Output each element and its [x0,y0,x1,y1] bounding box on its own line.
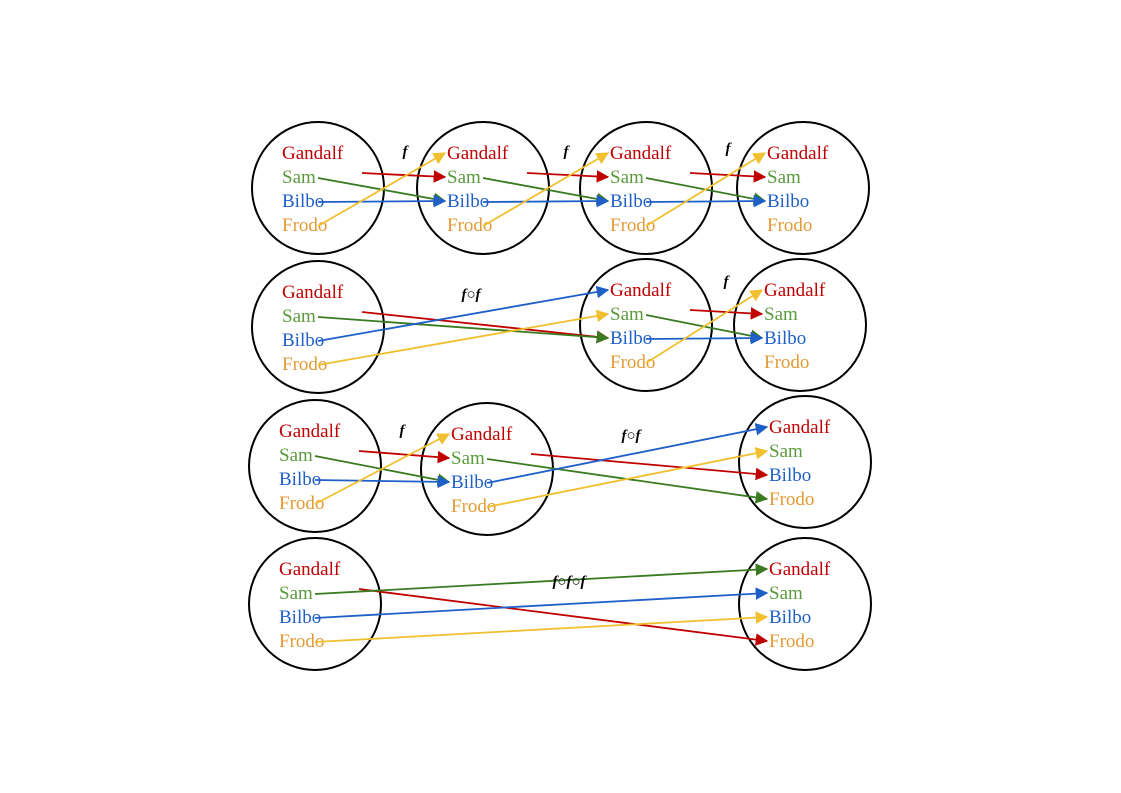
function-label: f [724,274,731,290]
arrow-bilbo-to-bilbo [645,194,767,208]
element-label-sam: Sam [769,441,803,462]
arrow-bilbo-to-bilbo [482,194,610,208]
function-label: f [400,423,407,439]
arrow-frodo-to-bilbo [314,611,769,643]
element-label-bilbo: Bilbo [769,607,811,628]
set-circle-row4-1 [248,537,382,671]
element-label-bilbo: Bilbo [610,191,652,212]
arrow-frodo-to-gandalf [645,289,764,364]
element-label-frodo: Frodo [451,496,496,517]
element-label-sam: Sam [451,448,485,469]
element-label-bilbo: Bilbo [769,465,811,486]
function-label: f [564,144,571,160]
element-labels-layer: Gandalf Sam Bilbo Frodo Gandalf Sam Bilbo Frodo… [279,143,831,652]
element-label-frodo: Frodo [282,215,327,236]
element-label-frodo: Frodo [279,631,324,652]
element-label-sam: Sam [279,445,313,466]
element-label-gandalf: Gandalf [610,143,672,164]
mapping-arrows-layer [314,152,769,646]
arrow-frodo-to-gandalf [482,152,610,227]
function-label: f [726,141,733,157]
element-label-bilbo: Bilbo [764,328,806,349]
arrow-bilbo-to-sam [314,587,769,619]
element-label-gandalf: Gandalf [447,143,509,164]
element-label-gandalf: Gandalf [769,417,831,438]
function-label: f○f○f [552,574,587,590]
arrow-frodo-to-gandalf [645,152,767,227]
arrow-gandalf-to-bilbo [361,311,610,344]
arrow-gandalf-to-sam [361,170,447,183]
element-label-sam: Sam [610,304,644,325]
arrow-frodo-to-sam [486,447,769,508]
element-label-gandalf: Gandalf [764,280,826,301]
element-label-frodo: Frodo [610,215,655,236]
element-label-gandalf: Gandalf [279,421,341,442]
element-label-sam: Sam [447,167,481,188]
arrow-gandalf-to-bilbo [530,453,769,481]
element-label-sam: Sam [279,583,313,604]
element-label-bilbo: Bilbo [279,469,321,490]
arrow-bilbo-to-bilbo [645,331,764,345]
element-label-gandalf: Gandalf [767,143,829,164]
element-label-gandalf: Gandalf [282,282,344,303]
element-label-bilbo: Bilbo [279,607,321,628]
set-circle-row4-2 [738,537,872,671]
arrow-frodo-to-gandalf [317,152,447,227]
element-label-sam: Sam [282,167,316,188]
arrow-bilbo-to-bilbo [317,194,447,208]
element-label-sam: Sam [282,306,316,327]
element-label-bilbo: Bilbo [451,472,493,493]
arrow-gandalf-to-sam [358,450,451,464]
arrow-gandalf-to-sam [526,170,610,183]
element-label-gandalf: Gandalf [610,280,672,301]
arrow-bilbo-to-gandalf [486,423,769,484]
function-label: f○f [461,287,482,303]
arrow-gandalf-to-frodo [358,588,769,646]
set-circle-row1-3 [579,121,713,255]
set-circle-row3-1 [248,399,382,533]
element-label-gandalf: Gandalf [769,559,831,580]
set-circle-row2-1 [251,260,385,394]
element-label-frodo: Frodo [279,493,324,514]
function-label: f [403,144,410,160]
element-label-frodo: Frodo [447,215,492,236]
set-circle-row3-3 [738,395,872,529]
element-label-bilbo: Bilbo [447,191,489,212]
arrow-sam-to-bilbo [317,316,610,344]
arrow-sam-to-gandalf [314,563,769,595]
set-circle-row2-2 [579,258,713,392]
element-label-sam: Sam [764,304,798,325]
element-label-gandalf: Gandalf [451,424,513,445]
arrow-frodo-to-sam [317,309,610,366]
element-label-sam: Sam [769,583,803,604]
element-label-sam: Sam [610,167,644,188]
arrow-bilbo-to-bilbo [314,475,451,489]
set-circle-row2-3 [733,258,867,392]
element-label-frodo: Frodo [769,489,814,510]
element-label-sam: Sam [767,167,801,188]
element-label-frodo: Frodo [767,215,812,236]
element-label-bilbo: Bilbo [610,328,652,349]
element-label-bilbo: Bilbo [767,191,809,212]
element-label-frodo: Frodo [764,352,809,373]
arrow-bilbo-to-gandalf [317,285,610,342]
function-labels-layer: f f f f○f f f f○f f○f○f [400,141,733,590]
element-label-gandalf: Gandalf [279,559,341,580]
element-label-gandalf: Gandalf [282,143,344,164]
set-circle-row1-4 [736,121,870,255]
element-label-frodo: Frodo [282,354,327,375]
function-label: f○f [621,428,642,444]
arrow-frodo-to-gandalf [314,433,451,505]
element-label-bilbo: Bilbo [282,330,324,351]
element-label-frodo: Frodo [769,631,814,652]
element-label-bilbo: Bilbo [282,191,324,212]
element-label-frodo: Frodo [610,352,655,373]
